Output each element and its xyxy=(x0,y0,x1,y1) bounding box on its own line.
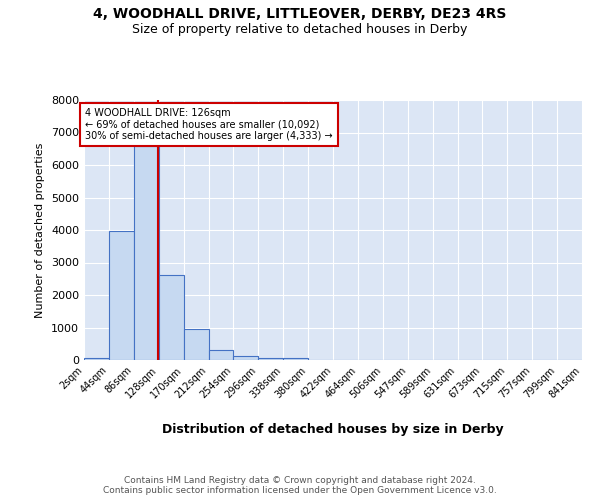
Bar xyxy=(159,275,184,360)
Y-axis label: Number of detached properties: Number of detached properties xyxy=(35,142,46,318)
Bar xyxy=(184,329,209,360)
Bar xyxy=(233,356,259,360)
Bar xyxy=(134,146,159,360)
Bar xyxy=(283,358,308,360)
Text: Size of property relative to detached houses in Derby: Size of property relative to detached ho… xyxy=(133,22,467,36)
Bar xyxy=(209,350,233,360)
Text: 4 WOODHALL DRIVE: 126sqm
← 69% of detached houses are smaller (10,092)
30% of se: 4 WOODHALL DRIVE: 126sqm ← 69% of detach… xyxy=(85,108,333,142)
Text: Contains HM Land Registry data © Crown copyright and database right 2024.
Contai: Contains HM Land Registry data © Crown c… xyxy=(103,476,497,495)
Bar xyxy=(84,358,109,360)
Bar xyxy=(259,358,283,360)
Text: Distribution of detached houses by size in Derby: Distribution of detached houses by size … xyxy=(162,422,504,436)
Bar xyxy=(109,230,134,360)
Text: 4, WOODHALL DRIVE, LITTLEOVER, DERBY, DE23 4RS: 4, WOODHALL DRIVE, LITTLEOVER, DERBY, DE… xyxy=(94,8,506,22)
